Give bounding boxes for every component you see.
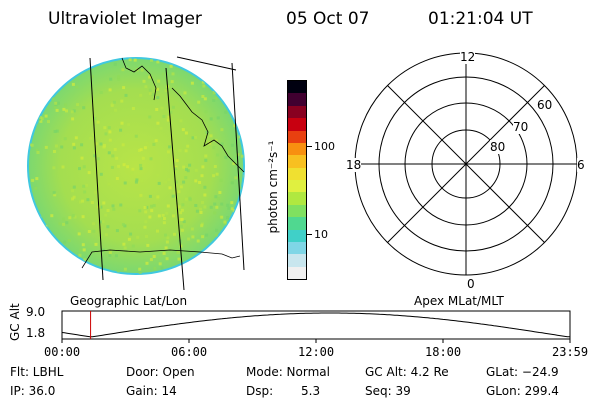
- altitude-plot-frame: [61, 310, 571, 340]
- colorbar-segment: [288, 118, 306, 131]
- colorbar-segment: [288, 142, 306, 156]
- colorbar-segment: [288, 241, 306, 255]
- colorbar-segment: [288, 81, 306, 94]
- gc-alt-value: GC Alt: 4.2 Re: [365, 365, 449, 379]
- glat-value: GLat: −24.9: [486, 365, 559, 379]
- colorbar-segment: [288, 254, 306, 267]
- app-title: Ultraviolet Imager: [48, 9, 202, 29]
- ip-value: IP: 36.0: [10, 384, 56, 398]
- colorbar-tick-10: 10: [314, 228, 328, 241]
- time-tick-1200: 12:00: [298, 345, 335, 359]
- glon-value: GLon: 299.4: [486, 384, 559, 398]
- colorbar: [287, 80, 307, 280]
- colorbar-segment: [288, 130, 306, 143]
- time-label: 01:21:04 UT: [428, 9, 533, 29]
- dsp-label: Dsp:: [246, 384, 274, 398]
- flt-value: Flt: LBHL: [10, 365, 64, 379]
- colorbar-segment: [288, 192, 306, 205]
- mlt-label-18: 18: [346, 158, 362, 172]
- polar-diagonal-2: [387, 85, 545, 243]
- altitude-tick-1-8: 1.8: [26, 326, 46, 340]
- mlt-label-6: 6: [577, 158, 585, 172]
- dsp-value: 5.3: [301, 384, 321, 398]
- colorbar-segment: [288, 229, 306, 242]
- date-label: 05 Oct 07: [286, 9, 370, 29]
- door-value: Door: Open: [126, 365, 195, 379]
- time-tick-0600: 06:00: [171, 345, 208, 359]
- colorbar-segment: [288, 105, 306, 119]
- coastline: [81, 57, 245, 269]
- mlat-label-70: 70: [513, 120, 529, 134]
- colorbar-tick: [306, 146, 312, 147]
- colorbar-segment: [288, 180, 306, 193]
- time-tick-0000: 00:00: [44, 345, 81, 359]
- colorbar-segment: [288, 204, 306, 218]
- gain-value: Gain: 14: [126, 384, 177, 398]
- uv-geographic-image: [27, 56, 245, 291]
- time-tick-1800: 18:00: [425, 345, 462, 359]
- altitude-curve: [61, 312, 570, 338]
- uv-disc: [27, 57, 245, 275]
- colorbar-segment: [288, 266, 306, 279]
- mode-value: Mode: Normal: [246, 365, 330, 379]
- mlat-label-80: 80: [490, 140, 506, 154]
- colorbar-tick-100: 100: [314, 140, 335, 153]
- geographic-caption: Geographic Lat/Lon: [70, 294, 188, 308]
- time-tick-2359: 23:59: [552, 345, 589, 359]
- apex-caption: Apex MLat/MLT: [414, 294, 504, 308]
- colorbar-segment: [288, 217, 306, 230]
- altitude-tick-9: 9.0: [26, 305, 46, 319]
- colorbar-segment: [288, 167, 306, 180]
- mlat-label-60: 60: [537, 98, 553, 112]
- colorbar-segment: [288, 155, 306, 168]
- colorbar-segment: [288, 93, 306, 106]
- mlt-label-0: 0: [467, 277, 475, 291]
- mlt-label-12: 12: [460, 50, 476, 64]
- colorbar-tick: [306, 234, 312, 235]
- seq-value: Seq: 39: [365, 384, 411, 398]
